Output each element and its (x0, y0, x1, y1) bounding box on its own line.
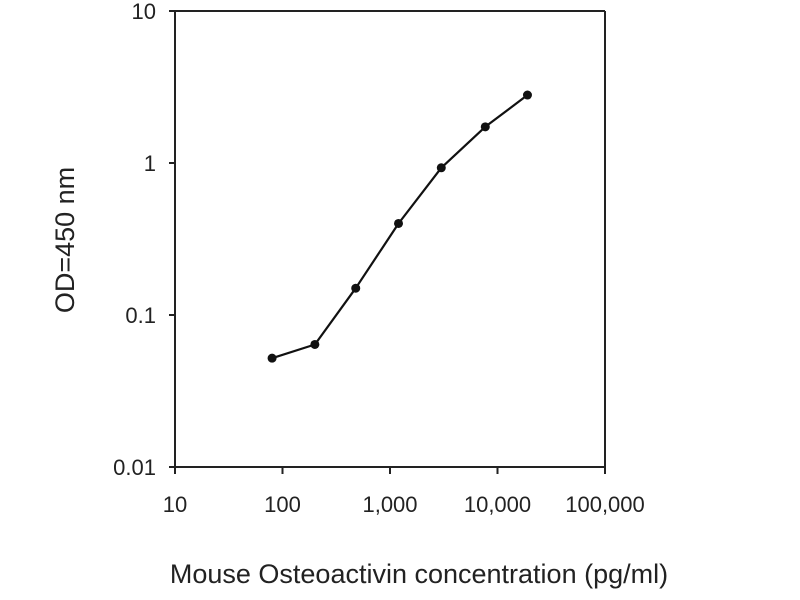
data-point (351, 283, 361, 293)
data-point (310, 339, 320, 349)
y-axis-title: OD=450 nm (50, 167, 80, 313)
x-tick-label: 100,000 (565, 492, 645, 517)
data-point (436, 163, 446, 173)
plot-frame (174, 10, 606, 468)
x-tick-label: 1,000 (362, 492, 417, 517)
y-axis-ticks: 0.01 0.1 1 10 (113, 0, 175, 480)
x-tick-label: 10 (163, 492, 187, 517)
data-series (267, 90, 532, 363)
x-axis-ticks: 10 100 1,000 10,000 100,000 (163, 467, 645, 517)
data-point (267, 353, 277, 363)
y-tick-label: 10 (132, 0, 156, 24)
data-point (394, 218, 404, 228)
x-axis-title: Mouse Osteoactivin concentration (pg/ml) (170, 559, 668, 589)
y-tick-label: 0.1 (125, 303, 156, 328)
x-tick-label: 10,000 (464, 492, 531, 517)
data-point (480, 122, 490, 132)
data-point (522, 90, 532, 100)
x-tick-label: 100 (264, 492, 301, 517)
y-tick-label: 1 (144, 151, 156, 176)
y-tick-label: 0.01 (113, 455, 156, 480)
